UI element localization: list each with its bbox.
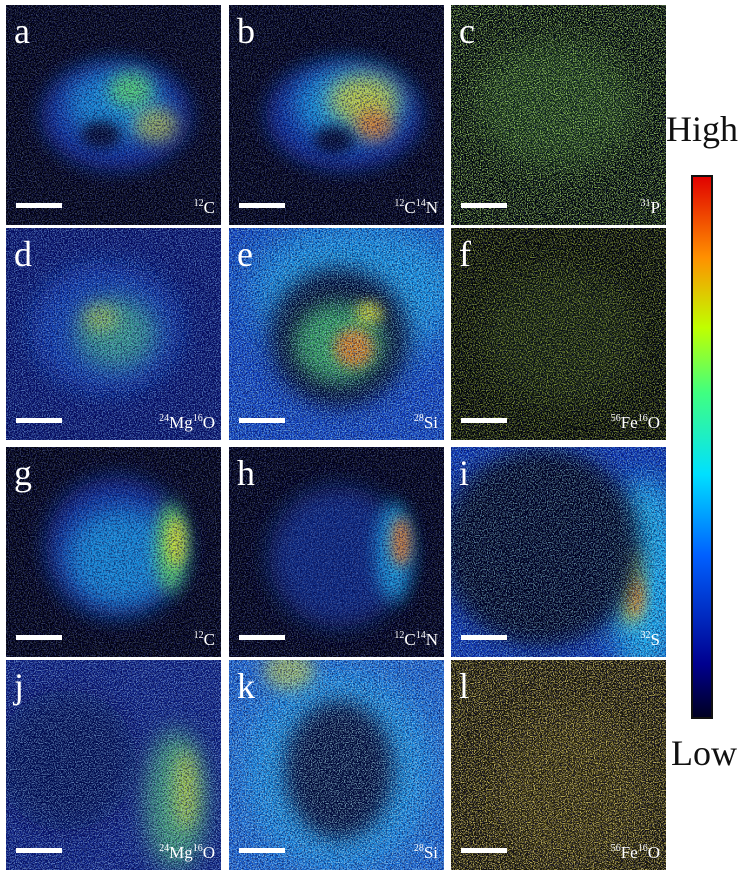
scale-bar	[239, 418, 285, 423]
colorbar-gradient	[692, 176, 712, 718]
panel-letter: l	[459, 666, 469, 706]
speckle	[6, 5, 221, 225]
panel-letter: g	[14, 453, 32, 493]
isotope-element: Mg	[169, 843, 193, 862]
panel-letter: b	[237, 11, 255, 51]
scale-bar	[461, 418, 507, 423]
panel: e 28Si	[229, 228, 444, 440]
scale-bar	[461, 203, 507, 208]
scale-bar	[461, 635, 507, 640]
panel-letter: f	[459, 234, 471, 274]
panel-letter: j	[12, 666, 24, 706]
colorbar-high: High	[666, 108, 738, 150]
panel: c 31P	[451, 5, 666, 225]
isotope-mass: 28	[414, 843, 424, 854]
speckle	[451, 228, 666, 440]
panel: k 28Si	[229, 660, 444, 870]
isotope-mass: 12	[194, 198, 204, 209]
isotope-mass: 16	[193, 843, 203, 854]
isotope-element: O	[648, 843, 660, 862]
scale-bar	[16, 848, 62, 853]
isotope-element: Fe	[621, 843, 638, 862]
isotope-mass: 24	[159, 843, 169, 854]
isotope-mass: 16	[638, 843, 648, 854]
isotope-mass: 12	[394, 198, 404, 209]
scale-bar	[461, 848, 507, 853]
isotope-element: Si	[424, 413, 438, 432]
panel-letter: e	[237, 234, 253, 274]
panel-letter: k	[237, 666, 255, 706]
isotope-element: P	[651, 198, 660, 217]
speckle	[229, 660, 444, 870]
isotope-element: C	[204, 630, 215, 649]
panel-letter: c	[459, 11, 475, 51]
isotope-mass: 56	[611, 413, 621, 424]
speckle	[451, 5, 666, 225]
scale-bar	[239, 848, 285, 853]
panel: g 12C	[6, 447, 221, 657]
speckle	[6, 228, 221, 440]
speckle	[6, 660, 221, 870]
panel: a 12C	[6, 5, 221, 225]
speckle	[451, 447, 666, 657]
isotope-mass: 32	[641, 630, 651, 641]
isotope-element: N	[426, 198, 438, 217]
panel: b 12C14N	[229, 5, 444, 225]
isotope-element: N	[426, 630, 438, 649]
panel: f 56Fe16O	[451, 228, 666, 440]
isotope-mass: 24	[159, 413, 169, 424]
panel-letter: h	[237, 453, 255, 493]
isotope-mass: 28	[414, 413, 424, 424]
panel: l 56Fe16O	[451, 660, 666, 870]
isotope-mass: 12	[394, 630, 404, 641]
figure: a12Cb12C14Nc31Pd24Mg16Oe28Sif56Fe16Og12C…	[0, 0, 745, 870]
isotope-mass: 14	[416, 630, 426, 641]
isotope-element: C	[404, 630, 415, 649]
scale-bar	[16, 635, 62, 640]
scale-bar	[16, 203, 62, 208]
speckle	[229, 228, 444, 440]
panel: h 12C14N	[229, 447, 444, 657]
isotope-mass: 14	[416, 198, 426, 209]
panel-letter: d	[14, 234, 32, 274]
speckle	[229, 5, 444, 225]
colorbar-low: Low	[671, 732, 737, 774]
scale-bar	[239, 635, 285, 640]
isotope-element: Mg	[169, 413, 193, 432]
isotope-element: O	[648, 413, 660, 432]
isotope-element: O	[203, 843, 215, 862]
isotope-mass: 16	[193, 413, 203, 424]
isotope-mass: 31	[641, 198, 651, 209]
panel: j 24Mg16O	[6, 660, 221, 870]
scale-bar	[16, 418, 62, 423]
speckle	[451, 660, 666, 870]
isotope-mass: 12	[194, 630, 204, 641]
isotope-element: Fe	[621, 413, 638, 432]
isotope-element: S	[651, 630, 660, 649]
isotope-element: Si	[424, 843, 438, 862]
panel: i 32S	[451, 447, 666, 657]
speckle	[6, 447, 221, 657]
speckle	[229, 447, 444, 657]
panel-letter: i	[459, 453, 469, 493]
isotope-element: C	[404, 198, 415, 217]
colorbar	[690, 174, 716, 722]
panel-letter: a	[14, 11, 30, 51]
isotope-element: O	[203, 413, 215, 432]
isotope-mass: 16	[638, 413, 648, 424]
scale-bar	[239, 203, 285, 208]
panel: d 24Mg16O	[6, 228, 221, 440]
isotope-mass: 56	[611, 843, 621, 854]
isotope-element: C	[204, 198, 215, 217]
